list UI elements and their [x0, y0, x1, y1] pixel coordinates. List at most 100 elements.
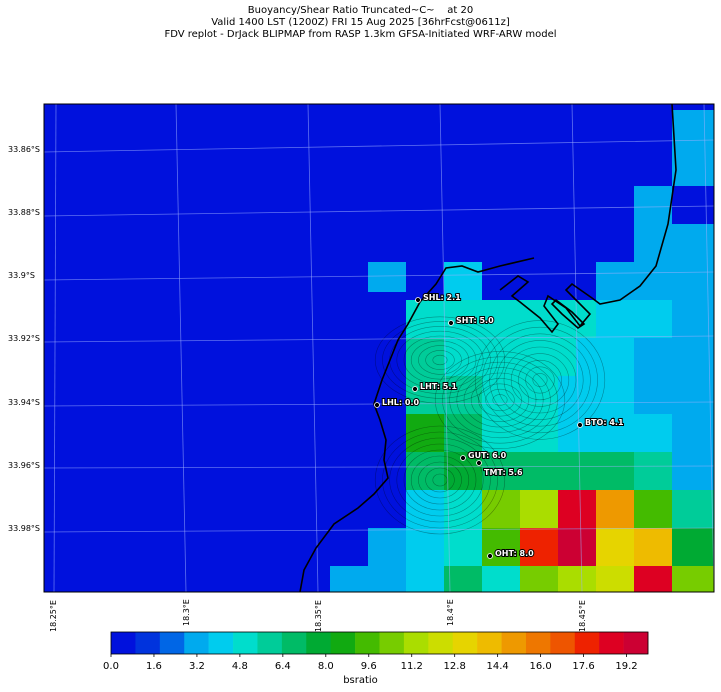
colorbar-swatch [574, 632, 600, 654]
contour-line [418, 345, 462, 375]
parallel-line [44, 139, 714, 153]
colorbar-swatch [233, 632, 258, 654]
station-dot [476, 460, 482, 466]
grid-cell [596, 300, 672, 338]
grid-cell [406, 338, 444, 376]
coastline [299, 104, 677, 592]
colorbar-swatch [428, 632, 454, 654]
station-label: OHT: 8.0 [495, 549, 534, 558]
lat-label: 33.94°S [8, 398, 40, 407]
grid-cell [558, 528, 596, 566]
contour-line [478, 383, 522, 417]
lat-label: 33.9°S [8, 271, 35, 280]
grid-cell [444, 376, 482, 414]
station-label: LHT: 5.1 [420, 382, 457, 391]
contour-line [410, 340, 470, 380]
grid-cell [368, 566, 406, 592]
contour-line [463, 372, 537, 428]
contour-line [425, 350, 455, 370]
grid-cell [634, 414, 672, 452]
colorbar-swatch [550, 632, 576, 654]
station-dot [577, 422, 583, 428]
station-label: GUT: 6.0 [468, 451, 507, 460]
station-label: SHT: 5.0 [456, 316, 494, 325]
grid-cell [634, 528, 672, 566]
colorbar-tick-label: 1.6 [146, 661, 162, 672]
lon-label: 18.4°E [446, 599, 455, 626]
grid-cell [406, 490, 444, 528]
station-label: SHL: 2.1 [423, 293, 461, 302]
colorbar-swatch [599, 632, 624, 654]
grid-cell [482, 528, 520, 566]
grid-cell [406, 300, 444, 338]
contour-line [470, 378, 530, 422]
grid-cell [520, 300, 596, 338]
lon-label: 18.3°E [182, 599, 191, 626]
colorbar-swatch [452, 632, 478, 654]
contour-line [432, 354, 448, 366]
colorbar [110, 631, 649, 657]
colorbar-swatch [135, 632, 161, 654]
bsratio-cells [330, 110, 714, 592]
parallel-line [44, 271, 714, 281]
station-dot [487, 553, 493, 559]
station-label: LHL: 0.0 [382, 398, 419, 407]
terrain-contours [374, 316, 606, 535]
station-dot [412, 386, 418, 392]
grid-cell [444, 528, 482, 566]
contour-line [418, 461, 462, 499]
grid-cell [672, 262, 714, 490]
contour-line [518, 359, 562, 401]
grid-cell [482, 490, 520, 528]
contour-line [510, 353, 570, 407]
meridian-line [703, 104, 714, 592]
grid-cell [482, 452, 520, 490]
colorbar-tick-label: 9.6 [360, 661, 377, 672]
contour-line [449, 361, 551, 439]
colorbar-tick-label: 17.6 [572, 661, 595, 672]
grid-cell [406, 452, 444, 490]
colorbar-swatch [623, 632, 649, 654]
grid-cell [406, 414, 444, 452]
colorbar-tick-label: 16.0 [529, 661, 552, 672]
map-area [44, 104, 714, 592]
station-label: TMT: 5.6 [484, 468, 523, 477]
grid-cell [520, 490, 558, 528]
grid-cell [444, 490, 482, 528]
grid-cell [406, 566, 444, 592]
grid-cell [520, 566, 558, 592]
meridian-line [175, 104, 187, 592]
station-dot [374, 402, 380, 408]
lon-label: 18.35°E [314, 600, 323, 632]
contour-line [492, 394, 508, 406]
contour-line [425, 467, 455, 493]
grid-cell [558, 490, 596, 528]
colorbar-tick-label: 19.2 [615, 661, 638, 672]
grid-cell [558, 452, 634, 490]
colorbar-swatch [501, 632, 527, 654]
contour-line [532, 373, 548, 387]
contour-line [374, 425, 506, 535]
grid-cell [596, 490, 634, 528]
grid-cell [596, 528, 634, 566]
colorbar-swatch [330, 632, 356, 654]
meridian-line [53, 104, 57, 592]
grid-cell [444, 300, 520, 338]
lat-label: 33.92°S [8, 334, 40, 343]
contour-line [389, 437, 491, 523]
grid-cell [482, 376, 558, 414]
contour-line [382, 431, 498, 529]
colorbar-label: bsratio [343, 675, 378, 686]
colorbar-tick-label: 11.2 [400, 661, 423, 672]
graticule [44, 104, 714, 592]
lon-label: 18.45°E [578, 600, 587, 632]
grid-cell [634, 338, 672, 376]
title-line-1: Buoyancy/Shear Ratio Truncated~C~ at 20 [247, 5, 474, 16]
grid-cell [406, 376, 444, 414]
colorbar-swatch [477, 632, 502, 654]
grid-cell [672, 224, 714, 262]
lat-label: 33.98°S [8, 524, 40, 533]
parallel-line [44, 465, 714, 469]
